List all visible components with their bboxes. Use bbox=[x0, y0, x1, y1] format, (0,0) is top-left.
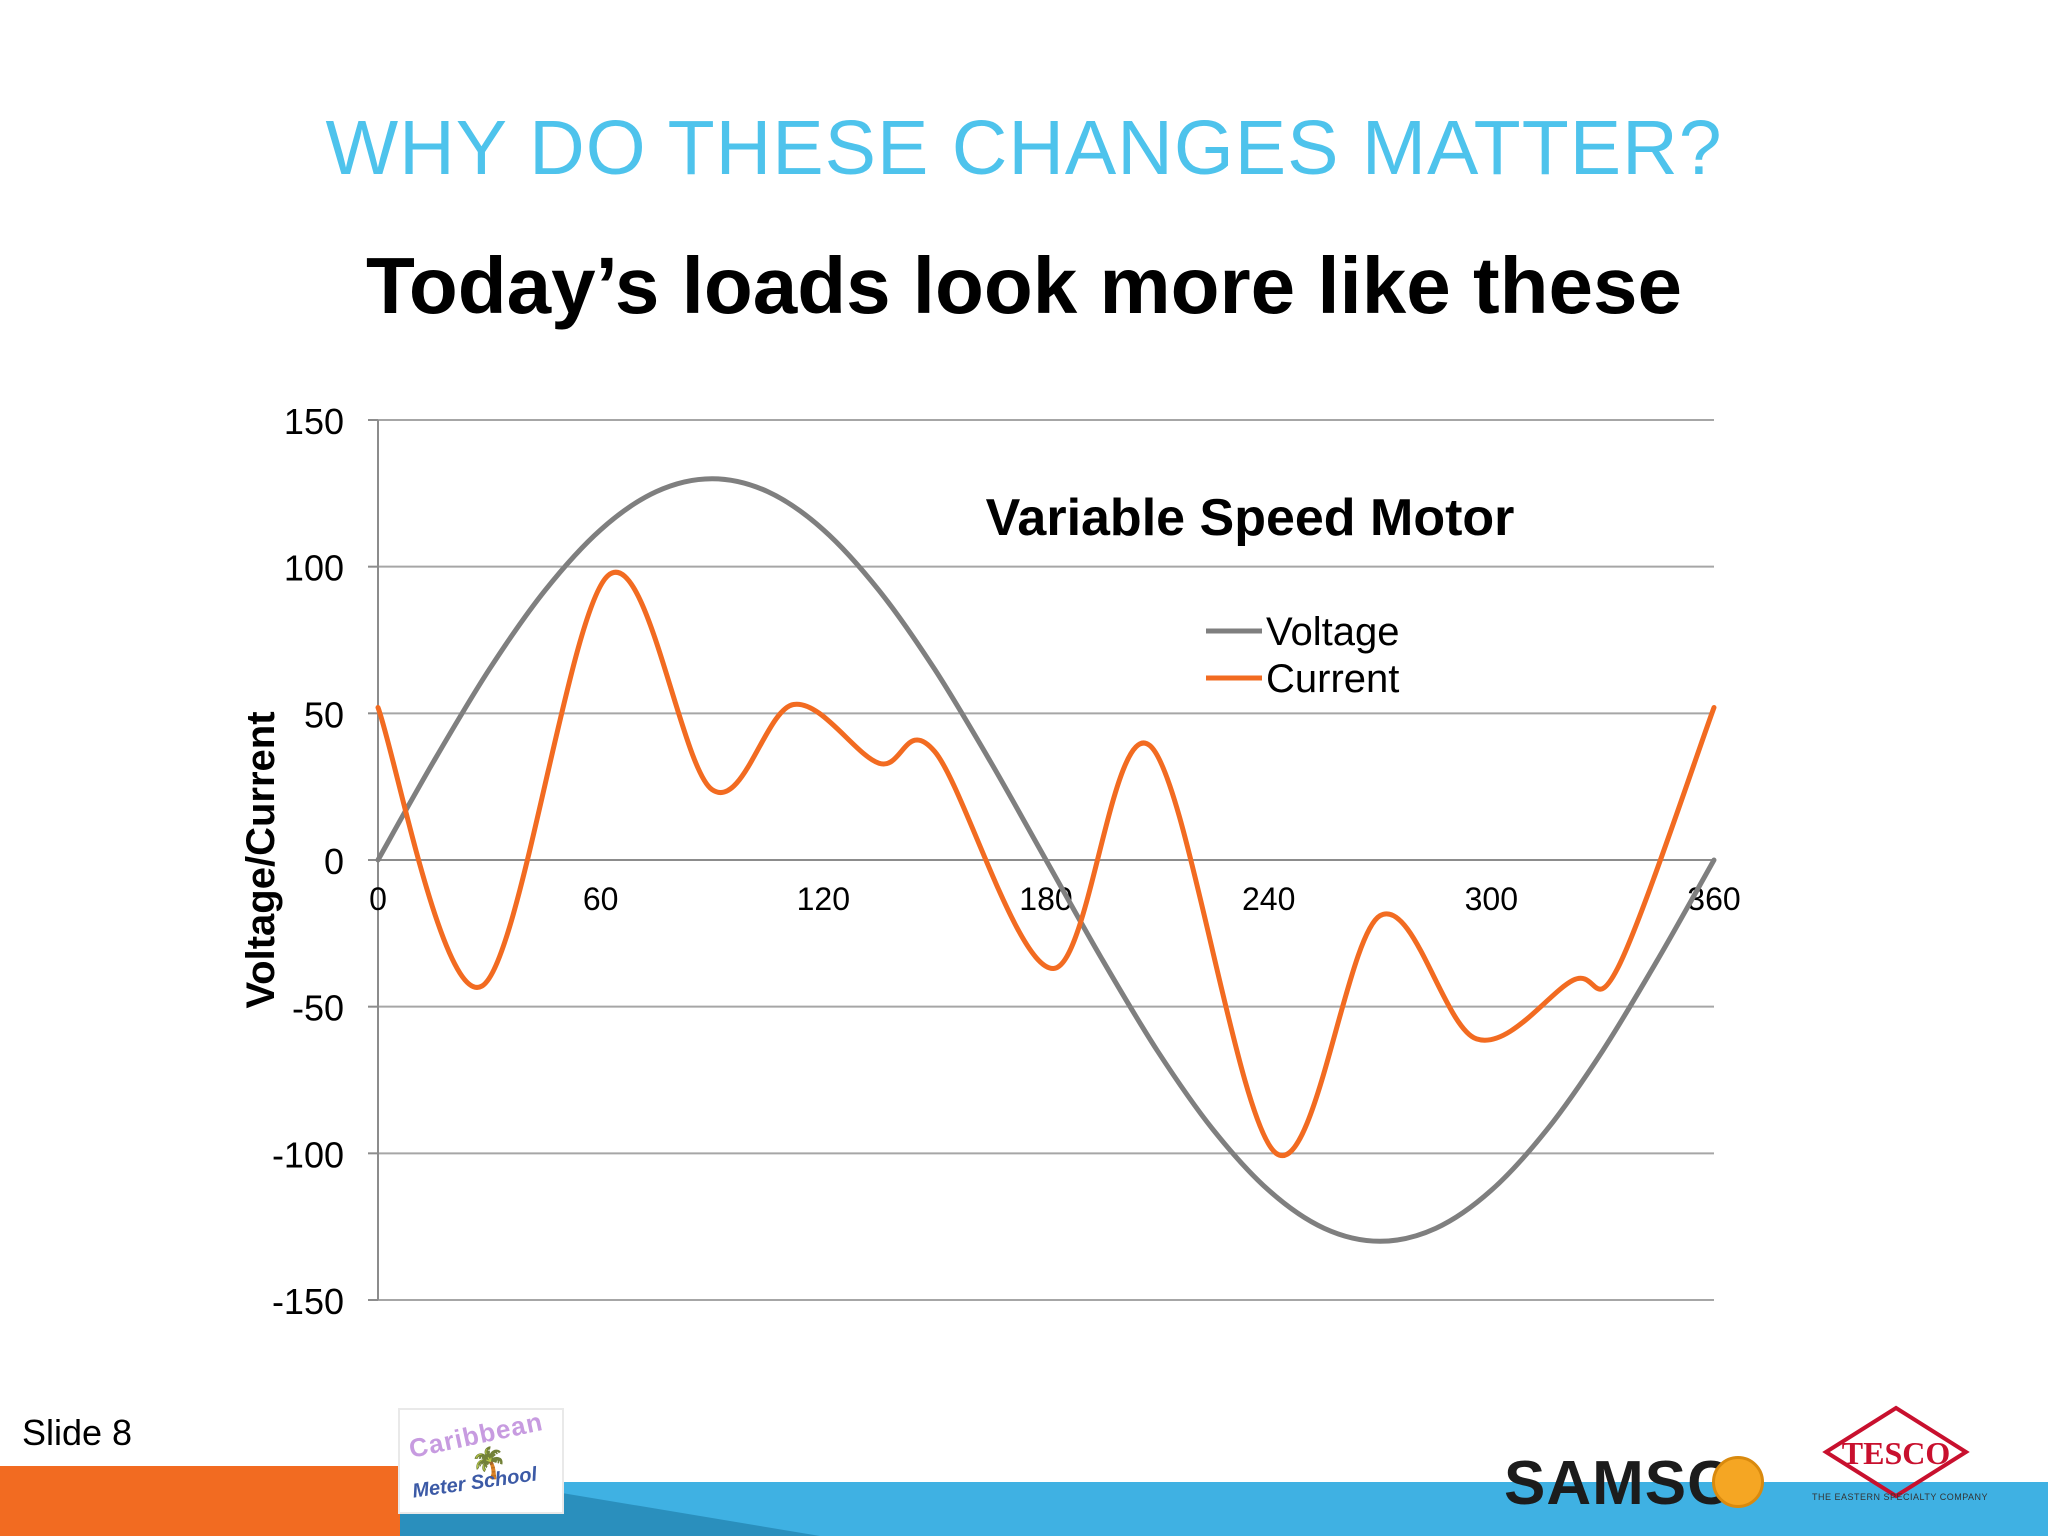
series-layer bbox=[375, 476, 1717, 1244]
samsco-badge-icon bbox=[1712, 1456, 1764, 1508]
y-tick-labels: 150 100 50 0 -50 -100 -150 bbox=[272, 401, 344, 1322]
slide-subtitle: Today’s loads look more like these bbox=[366, 241, 1682, 330]
tesco-logo: TESCO bbox=[1822, 1405, 1970, 1499]
slide-heading: WHY DO THESE CHANGES MATTER? bbox=[325, 105, 1723, 191]
y-axis-label: Voltage/Current bbox=[239, 711, 283, 1008]
legend-voltage-label: Voltage bbox=[1266, 610, 1399, 654]
y-tick-label: 0 bbox=[324, 841, 344, 882]
x-tick-label: 120 bbox=[797, 881, 850, 917]
palm-tree-icon: 🌴 bbox=[470, 1447, 508, 1480]
y-tick-label: 150 bbox=[284, 401, 344, 442]
samsco-logo: SAMSC bbox=[1504, 1449, 1733, 1518]
slide-number: Slide 8 bbox=[22, 1412, 133, 1453]
series-line-current bbox=[375, 569, 1717, 1159]
series-line-voltage bbox=[375, 476, 1717, 1244]
chart-title: Variable Speed Motor bbox=[986, 489, 1515, 547]
x-tick-label: 240 bbox=[1242, 881, 1295, 917]
y-tick-label: 100 bbox=[284, 548, 344, 589]
caribbean-meter-school-logo: Caribbean 🌴 Meter School bbox=[398, 1408, 564, 1514]
y-tick-label: -100 bbox=[272, 1134, 344, 1175]
y-tick-label: -150 bbox=[272, 1281, 344, 1322]
x-tick-label: 0 bbox=[369, 881, 387, 917]
footer-orange-band bbox=[0, 1466, 400, 1536]
tesco-tagline: THE EASTERN SPECIALTY COMPANY bbox=[1812, 1492, 1989, 1502]
x-tick-label: 300 bbox=[1465, 881, 1518, 917]
tesco-logo-text: TESCO bbox=[1842, 1435, 1950, 1471]
x-tick-label: 60 bbox=[583, 881, 619, 917]
y-tick-label: 50 bbox=[304, 694, 344, 735]
y-tick-label: -50 bbox=[292, 988, 344, 1029]
tesco-diamond-icon bbox=[1822, 1405, 1970, 1499]
chart-legend: Voltage Current bbox=[1206, 610, 1399, 701]
legend-current-label: Current bbox=[1266, 657, 1399, 701]
